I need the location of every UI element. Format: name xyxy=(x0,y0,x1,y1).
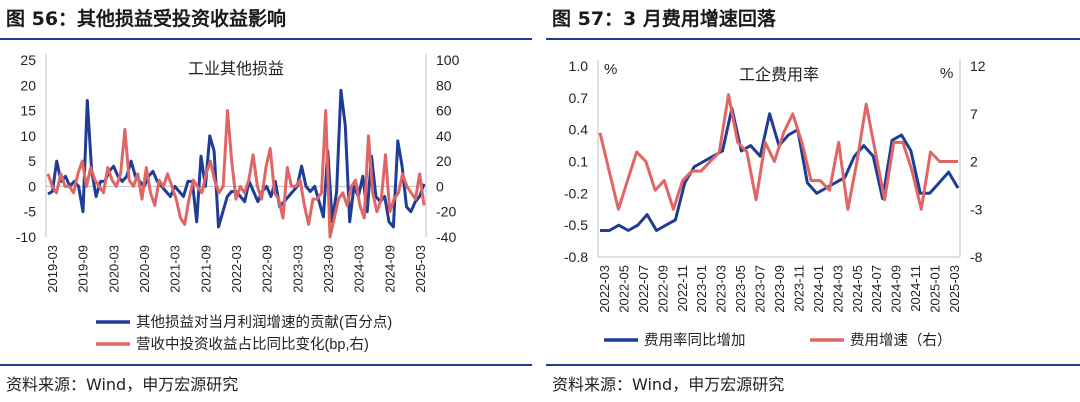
right-x-tick: 2023-05 xyxy=(733,265,748,313)
left-source: 资料来源：Wind，申万宏源研究 xyxy=(6,375,239,394)
left-y-right-tick: -20 xyxy=(436,204,456,220)
left-y-left-tick: 0 xyxy=(28,178,36,194)
right-y-left-tick: 0.1 xyxy=(569,154,589,170)
left-y-left-tick: -10 xyxy=(16,229,36,245)
right-series-1-line xyxy=(600,106,960,232)
left-legend-label-1: 其他损益对当月利润增速的贡献(百分点) xyxy=(136,314,392,331)
left-x-tick: 2020-09 xyxy=(137,245,152,293)
right-x-tick: 2022-03 xyxy=(597,265,612,313)
left-y-right-tick: 100 xyxy=(436,52,460,68)
left-chart-title: 工业其他损益 xyxy=(188,60,284,78)
right-y-right-tick: 7 xyxy=(970,106,978,122)
left-x-tick: 2020-03 xyxy=(106,245,121,293)
right-x-tick: 2023-07 xyxy=(753,265,768,313)
left-x-tick: 2024-09 xyxy=(382,245,397,293)
left-y-right-tick: 40 xyxy=(436,128,452,144)
right-series-2-line xyxy=(598,93,958,211)
right-x-tick: 2024-11 xyxy=(908,265,923,312)
left-x-tick: 2021-09 xyxy=(198,245,213,293)
left-y-right-tick: 80 xyxy=(436,77,452,93)
left-panel: 图 56：其他损益受投资收益影响 工业其他损益 25 20 15 10 5 0 -5 -10 10… xyxy=(0,0,532,402)
right-chart: 工企费用率 1.0 0.7 0.4 0.1 -0.2 -0.5 -0.8 12 7 2 -3 -8% % 2… xyxy=(564,58,986,349)
right-x-tick: 2024-05 xyxy=(850,265,865,313)
right-x-tick: 2022-05 xyxy=(616,265,631,313)
right-x-tick: 2022-09 xyxy=(655,265,670,313)
left-y-left-tick: -5 xyxy=(24,204,37,220)
left-legend-label-2: 营收中投资收益占比同比变化(bp,右) xyxy=(136,336,369,353)
right-y-right-tick: 2 xyxy=(970,154,978,170)
right-x-tick: 2023-11 xyxy=(791,265,806,312)
right-source: 资料来源：Wind，申万宏源研究 xyxy=(552,375,785,394)
left-y-right-tick: 0 xyxy=(436,178,444,194)
right-legend-label-2: 费用增速（右） xyxy=(850,332,952,349)
left-top-rule xyxy=(0,38,532,40)
left-y-right-tick: -40 xyxy=(436,229,456,245)
left-x-tick: 2025-03 xyxy=(413,245,428,293)
right-x-tick: 2023-01 xyxy=(694,265,709,313)
left-bottom-rule xyxy=(0,364,532,366)
right-panel: 图 57：3 月费用增速回落 工企费用率 1.0 0.7 0.4 0.1 -0.2 -0.5… xyxy=(546,0,1080,402)
right-chart-title: 工企费用率 xyxy=(739,66,819,84)
right-x-tick: 2024-03 xyxy=(830,265,845,313)
left-x-tick: 2022-09 xyxy=(260,245,275,293)
right-x-tick: 2024-07 xyxy=(869,265,884,313)
left-x-tick: 2021-03 xyxy=(168,245,183,293)
right-y-left-tick: -0.2 xyxy=(564,185,588,201)
left-panel-title: 图 56：其他损益受投资收益影响 xyxy=(6,8,287,30)
left-series-2-line xyxy=(46,109,426,239)
right-x-tick: 2022-07 xyxy=(636,265,651,313)
right-x-tick: 2024-09 xyxy=(889,265,904,313)
left-y-left-tick: 10 xyxy=(20,128,36,144)
right-y-left-tick: 0.4 xyxy=(569,122,589,138)
right-y-left-tick: -0.5 xyxy=(564,217,588,233)
left-x-tick: 2024-03 xyxy=(352,245,367,293)
left-y-left-tick: 15 xyxy=(20,103,36,119)
right-y-right-tick: -3 xyxy=(970,201,983,217)
right-x-tick: 2024-01 xyxy=(811,265,826,313)
left-x-tick: 2019-09 xyxy=(76,245,91,293)
right-x-tick: 2025-01 xyxy=(928,265,943,313)
right-legend-label-1: 费用率同比增加 xyxy=(644,332,746,349)
left-y-right-tick: 20 xyxy=(436,153,452,169)
left-y-right-tick: 60 xyxy=(436,103,452,119)
right-top-rule xyxy=(546,38,1080,40)
right-y-left-tick: 1.0 xyxy=(569,58,589,74)
right-y-left-tick: -0.8 xyxy=(564,249,588,265)
left-x-tick: 2023-09 xyxy=(321,245,336,293)
right-x-tick: 2025-03 xyxy=(947,265,962,313)
right-x-tick: 2023-03 xyxy=(714,265,729,313)
right-y-right-unit: % xyxy=(940,65,953,82)
right-bottom-rule xyxy=(546,364,1080,366)
left-x-tick: 2022-03 xyxy=(229,245,244,293)
left-x-tick: 2023-03 xyxy=(290,245,305,293)
right-x-tick: 2022-11 xyxy=(675,265,690,312)
left-chart: 工业其他损益 25 20 15 10 5 0 -5 -10 100 80 60 40 20 0 -20 -40 2… xyxy=(16,52,460,353)
right-y-right-tick: -8 xyxy=(970,249,983,265)
right-panel-title: 图 57：3 月费用增速回落 xyxy=(552,8,776,30)
right-y-left-tick: 0.7 xyxy=(569,90,589,106)
left-y-left-tick: 20 xyxy=(20,77,36,93)
right-y-right-tick: 12 xyxy=(970,58,986,74)
right-y-left-unit: % xyxy=(604,61,617,78)
right-x-tick: 2023-09 xyxy=(772,265,787,313)
left-x-tick: 2019-03 xyxy=(45,245,60,293)
left-y-left-tick: 25 xyxy=(20,52,36,68)
left-y-left-tick: 5 xyxy=(28,153,36,169)
